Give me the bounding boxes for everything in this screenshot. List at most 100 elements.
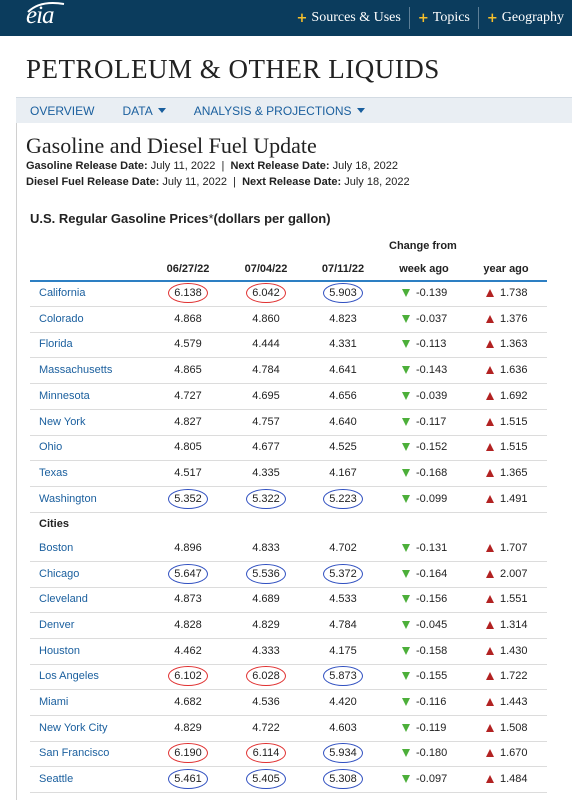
price-value: 4.829 — [174, 721, 202, 734]
week-change-value: -0.168 — [416, 466, 448, 479]
price-value: 4.682 — [174, 696, 202, 708]
arrow-up-icon — [486, 494, 494, 503]
arrow-up-icon — [486, 569, 494, 578]
price-value-circled: 6.028 — [246, 666, 286, 687]
nav-geography[interactable]: + Geography — [477, 7, 572, 29]
subnav-analysis-projections[interactable]: ANALYSIS & PROJECTIONS — [180, 104, 379, 118]
subnav-label: DATA — [122, 103, 153, 118]
year-change-value: 1.738 — [500, 287, 528, 299]
price-value: 4.695 — [252, 389, 280, 402]
arrow-down-icon — [402, 468, 410, 477]
separator: | — [233, 176, 236, 188]
arrow-up-icon — [486, 468, 494, 477]
location-link[interactable]: Florida — [39, 338, 73, 351]
table-row: Colorado 4.868 4.860 4.823 -0.037 1.376 — [30, 307, 547, 333]
col-header-date-1: 06/27/22 — [166, 263, 210, 275]
price-value: 4.167 — [329, 466, 357, 479]
location-link[interactable]: San Francisco — [39, 747, 110, 760]
arrow-down-icon — [402, 340, 410, 349]
eia-logo-swoosh-icon — [27, 2, 65, 13]
price-value: 4.656 — [329, 389, 357, 402]
location-link[interactable]: New York — [39, 415, 86, 428]
price-value: 4.444 — [252, 338, 280, 351]
week-change: -0.119 — [402, 722, 446, 734]
price-value: 4.784 — [252, 364, 280, 377]
table-title-unit: (dollars per gallon) — [213, 211, 331, 226]
subnav-label: OVERVIEW — [30, 103, 95, 118]
year-change: 1.484 — [486, 773, 528, 785]
year-change: 1.376 — [486, 313, 528, 325]
location-link[interactable]: Seattle — [39, 773, 74, 786]
price-value: 4.702 — [329, 541, 357, 554]
year-change-value: 1.670 — [500, 747, 528, 760]
week-change-value: -0.119 — [416, 721, 447, 734]
subnav-label: ANALYSIS & PROJECTIONS — [193, 103, 352, 118]
location-link[interactable]: Texas — [39, 466, 68, 479]
release-label: Gasoline Release Date: — [26, 160, 148, 172]
location-link[interactable]: Massachusetts — [39, 364, 113, 377]
price-value-circled: 5.352 — [168, 488, 208, 509]
nav-topics[interactable]: + Topics — [408, 7, 478, 29]
location-link[interactable]: Miami — [39, 696, 69, 708]
arrow-up-icon — [486, 595, 494, 604]
location-link[interactable]: Houston — [39, 644, 80, 657]
location-link[interactable]: Denver — [39, 618, 75, 631]
location-link[interactable]: Los Angeles — [39, 670, 99, 683]
price-value-circled: 5.461 — [168, 769, 208, 790]
subnav-data[interactable]: DATA — [108, 104, 179, 118]
arrow-down-icon — [402, 672, 410, 681]
arrow-up-icon — [486, 723, 494, 732]
subnav-overview[interactable]: OVERVIEW — [16, 104, 108, 118]
nav-sources-uses[interactable]: + Sources & Uses — [289, 7, 409, 29]
table-row: Boston 4.896 4.833 4.702 -0.131 1.707 — [30, 536, 547, 562]
price-value: 4.827 — [174, 415, 202, 428]
location-link[interactable]: Chicago — [39, 567, 80, 580]
location-link[interactable]: Washington — [39, 492, 97, 505]
table-row: Ohio 4.805 4.677 4.525 -0.152 1.515 — [30, 435, 547, 462]
year-change-value: 1.430 — [500, 644, 528, 657]
price-value: 4.865 — [174, 364, 202, 377]
location-link[interactable]: Minnesota — [39, 389, 90, 402]
location-link[interactable]: Boston — [39, 541, 74, 554]
week-change: -0.155 — [402, 670, 447, 682]
location-link[interactable]: California — [39, 287, 86, 299]
table-title-asterisk[interactable]: * — [208, 211, 214, 226]
week-change: -0.099 — [402, 493, 447, 505]
change-from-header: Change from — [389, 240, 457, 252]
price-value: 4.868 — [174, 312, 202, 325]
price-value: 4.860 — [252, 312, 280, 325]
week-change-value: -0.131 — [416, 541, 448, 554]
price-value: 4.805 — [174, 441, 202, 454]
week-change-value: -0.164 — [416, 567, 448, 580]
price-value: 4.829 — [252, 618, 280, 631]
year-change-value: 1.551 — [500, 593, 528, 606]
arrow-down-icon — [402, 595, 410, 604]
price-value: 4.641 — [329, 364, 357, 377]
page-title: Gasoline and Diesel Fuel Update — [26, 133, 317, 158]
week-change: -0.113 — [402, 338, 446, 350]
year-change: 1.515 — [486, 416, 528, 428]
table-row: Chicago 5.647 5.536 5.372 -0.164 2.007 — [30, 562, 547, 588]
location-link[interactable]: Cleveland — [39, 593, 88, 606]
next-release-date: July 18, 2022 — [332, 160, 399, 172]
price-value: 4.525 — [329, 441, 357, 454]
section-title: PETROLEUM & OTHER LIQUIDS — [26, 54, 440, 84]
week-change: -0.143 — [402, 364, 447, 376]
col-header-year-ago: year ago — [483, 263, 529, 275]
location-link[interactable]: Ohio — [39, 441, 63, 454]
location-link[interactable]: New York City — [39, 721, 108, 734]
price-value-circled: 6.114 — [246, 743, 286, 764]
nav-label: Sources & Uses — [311, 10, 401, 25]
price-value-circled: 5.647 — [168, 563, 208, 584]
eia-logo[interactable]: eia — [26, 2, 55, 29]
week-change-value: -0.039 — [416, 389, 448, 402]
year-change-value: 1.443 — [500, 696, 528, 708]
table-row: Minnesota 4.727 4.695 4.656 -0.039 1.692 — [30, 384, 547, 410]
price-value-circled: 6.042 — [246, 283, 286, 303]
table-row: New York City 4.829 4.722 4.603 -0.119 1.508 — [30, 716, 547, 742]
week-change-value: -0.117 — [416, 415, 447, 428]
week-change: -0.131 — [402, 542, 447, 554]
location-link[interactable]: Colorado — [39, 312, 84, 325]
arrow-up-icon — [486, 543, 494, 552]
week-change-value: -0.180 — [416, 747, 448, 760]
